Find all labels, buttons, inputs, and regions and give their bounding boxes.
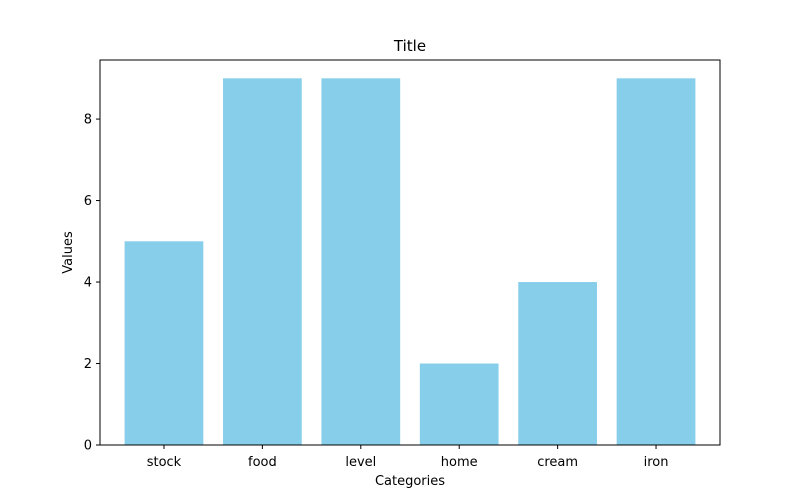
y-axis-label: Values bbox=[61, 231, 76, 274]
y-tick-label: 6 bbox=[84, 194, 92, 209]
axes-group bbox=[99, 59, 721, 446]
bar-home bbox=[419, 363, 499, 445]
x-tick-label-iron: iron bbox=[644, 455, 669, 470]
bar-cream bbox=[518, 282, 597, 445]
y-tick-label: 0 bbox=[84, 439, 92, 454]
x-tick-label-level: level bbox=[345, 455, 376, 470]
x-tick-label-home: home bbox=[441, 455, 478, 470]
x-axis-label: Categories bbox=[375, 474, 445, 489]
bar-stock bbox=[124, 241, 204, 445]
bar-level bbox=[321, 78, 401, 445]
ticks-group: 0 2 4 6 8 stock food level home cream iron bbox=[84, 113, 669, 470]
bar-food bbox=[223, 78, 302, 445]
chart-title: Title bbox=[393, 37, 426, 55]
plot-frame bbox=[99, 59, 721, 446]
x-tick-label-cream: cream bbox=[537, 455, 578, 470]
y-tick-label: 8 bbox=[84, 113, 92, 128]
bars-group bbox=[124, 78, 696, 445]
bar-iron bbox=[616, 78, 696, 445]
x-tick-label-stock: stock bbox=[147, 455, 182, 470]
y-tick-label: 2 bbox=[84, 357, 92, 372]
x-tick-label-food: food bbox=[248, 455, 277, 470]
y-tick-label: 4 bbox=[84, 276, 92, 291]
